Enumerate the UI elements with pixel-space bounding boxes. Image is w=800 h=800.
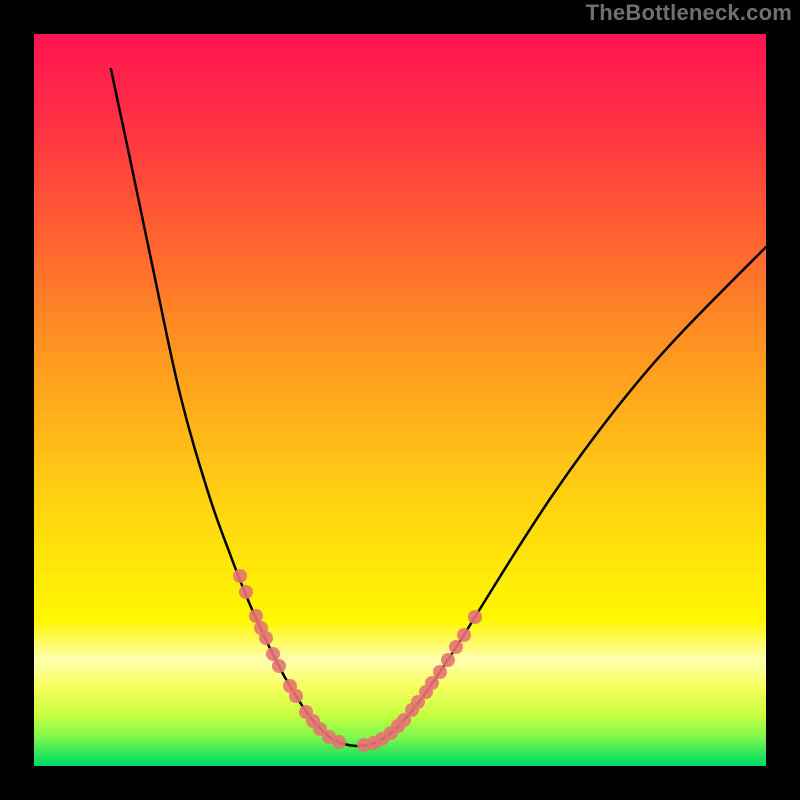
plot-background [34, 34, 766, 766]
data-point-left [266, 647, 280, 661]
data-point-right [449, 640, 463, 654]
data-point-left [239, 585, 253, 599]
data-point-left [233, 569, 247, 583]
data-point-right [457, 628, 471, 642]
data-point-left [249, 609, 263, 623]
data-point-right [441, 653, 455, 667]
attribution-label: TheBottleneck.com [586, 0, 792, 26]
data-point-right [433, 665, 447, 679]
data-point-left [332, 735, 346, 749]
data-point-left [289, 689, 303, 703]
chart-frame: TheBottleneck.com [0, 0, 800, 800]
bottleneck-chart [0, 0, 800, 800]
data-point-left [259, 631, 273, 645]
data-point-left [272, 659, 286, 673]
data-point-right [468, 610, 482, 624]
